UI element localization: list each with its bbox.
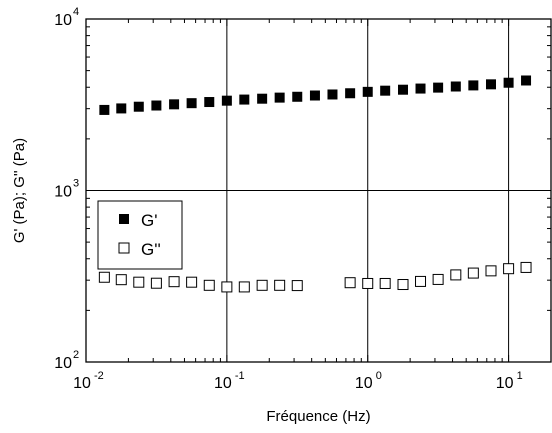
data-point-g-prime (485, 79, 496, 90)
data-point-g-prime (468, 80, 479, 91)
data-point-g-double-prime (238, 281, 250, 293)
y-tick-label-exponent: 4 (73, 6, 79, 18)
data-point-g-double-prime (503, 263, 515, 275)
data-point-g-double-prime (186, 276, 198, 288)
data-point-g-prime (151, 100, 162, 111)
data-point-g-double-prime (379, 277, 391, 289)
data-point-g-double-prime (485, 265, 497, 277)
data-point-g-prime (521, 75, 532, 86)
grid (86, 19, 551, 362)
y-tick-label: 10 (54, 12, 72, 29)
data-point-g-prime (133, 101, 144, 112)
data-point-g-double-prime (450, 269, 462, 281)
data-point-g-prime (309, 90, 320, 101)
data-point-g-prime (380, 85, 391, 96)
data-point-g-double-prime (150, 277, 162, 289)
axis-ticks (85, 18, 552, 363)
data-point-g-prime (398, 84, 409, 95)
y-tick-label: 10 (54, 184, 72, 201)
data-point-g-prime (274, 92, 285, 103)
data-point-g-double-prime (203, 279, 215, 291)
data-point-g-prime (450, 81, 461, 92)
data-point-g-double-prime (98, 271, 110, 283)
data-point-g-prime (186, 98, 197, 109)
data-point-g-prime (327, 89, 338, 100)
legend-box (97, 200, 183, 270)
data-point-g-prime (415, 83, 426, 94)
x-tick-label-exponent: 0 (376, 370, 382, 382)
data-point-g-prime (169, 99, 180, 110)
data-point-g-prime (204, 97, 215, 108)
y-axis-label: G' (Pa); G'' (Pa) (11, 138, 28, 243)
data-point-g-prime (292, 91, 303, 102)
legend-label-g-prime: G' (141, 211, 157, 230)
x-tick-label-exponent: -1 (235, 370, 245, 382)
legend-label-g-double-prime: G'' (141, 240, 161, 259)
x-tick-label-exponent: 1 (517, 370, 523, 382)
data-point-g-double-prime (432, 273, 444, 285)
data-point-g-double-prime (274, 279, 286, 291)
data-point-g-double-prime (256, 279, 268, 291)
legend-swatch-g-double-prime (118, 242, 130, 254)
x-tick-label-exponent: -2 (94, 370, 104, 382)
data-point-g-prime (257, 93, 268, 104)
x-tick-label: 10 (214, 375, 232, 392)
x-tick-label: 10 (73, 375, 91, 392)
data-point-g-double-prime (115, 274, 127, 286)
legend-swatch-g-prime (119, 214, 129, 224)
x-tick-label: 10 (496, 375, 514, 392)
data-point-g-prime (239, 94, 250, 105)
data-point-g-double-prime (467, 267, 479, 279)
data-point-g-prime (433, 82, 444, 93)
data-point-g-double-prime (168, 276, 180, 288)
x-axis-label: Fréquence (Hz) (266, 408, 370, 425)
data-point-g-double-prime (133, 276, 145, 288)
x-tick-labels: 10 -2 10 -1 10 0 10 1 (73, 370, 523, 392)
data-point-g-double-prime (415, 275, 427, 287)
data-points (98, 75, 532, 293)
data-point-g-double-prime (221, 281, 233, 293)
data-point-g-double-prime (520, 261, 532, 273)
data-point-g-prime (345, 88, 356, 99)
data-point-g-double-prime (362, 277, 374, 289)
data-point-g-prime (503, 77, 514, 88)
data-point-g-prime (99, 104, 110, 115)
x-tick-label: 10 (355, 375, 373, 392)
y-tick-label-exponent: 2 (73, 349, 79, 361)
y-tick-label-exponent: 3 (73, 178, 79, 190)
data-point-g-prime (362, 86, 373, 97)
data-point-g-double-prime (291, 280, 303, 292)
data-point-g-prime (116, 103, 127, 114)
data-point-g-prime (221, 95, 232, 106)
data-point-g-double-prime (397, 279, 409, 291)
y-tick-label: 10 (54, 355, 72, 372)
data-point-g-double-prime (344, 277, 356, 289)
legend: G' G'' (97, 200, 183, 270)
